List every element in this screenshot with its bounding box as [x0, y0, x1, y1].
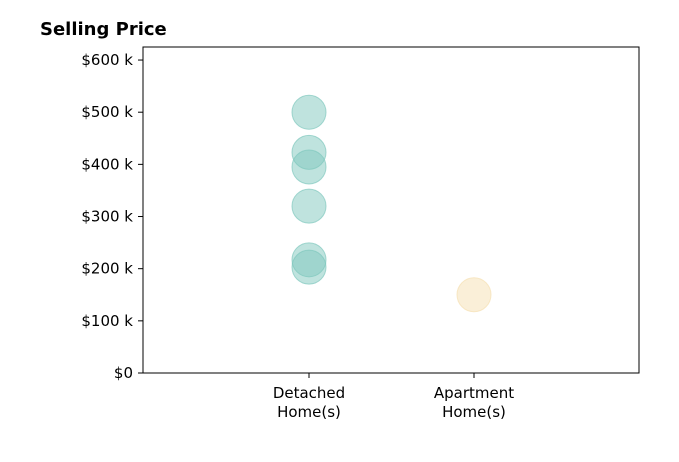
y-tick-label: $400 k [81, 155, 133, 173]
y-tick-label: $100 k [81, 312, 133, 330]
data-point [456, 277, 492, 313]
x-tick-label: Home(s) [442, 403, 506, 421]
y-tick-label: $0 [114, 364, 133, 382]
y-tick-label: $500 k [81, 103, 133, 121]
data-point [291, 149, 327, 185]
y-axis: $0 $100 k $200 k $300 k $400 k $500 k $600 k [81, 51, 143, 382]
x-tick-label: Apartment [434, 384, 514, 402]
y-tick-label: $300 k [81, 208, 133, 226]
y-tick-label: $200 k [81, 260, 133, 278]
x-tick-label: Home(s) [277, 403, 341, 421]
data-points [291, 94, 492, 313]
chart-title: Selling Price [40, 19, 167, 40]
data-point [291, 188, 327, 224]
y-tick-label: $600 k [81, 51, 133, 69]
x-tick-label: Detached [273, 384, 345, 402]
data-point [291, 249, 327, 285]
data-point [291, 94, 327, 130]
plot-frame [142, 46, 640, 374]
